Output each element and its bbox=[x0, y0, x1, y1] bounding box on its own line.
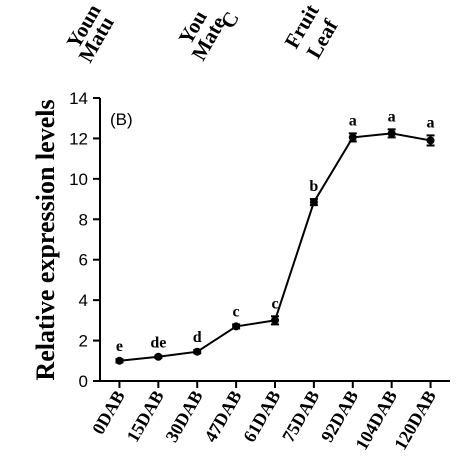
y-axis-label: Relative expression levels bbox=[31, 99, 60, 380]
y-tick-label: 14 bbox=[69, 89, 88, 108]
marker bbox=[271, 316, 279, 325]
significance-letter: e bbox=[116, 338, 123, 355]
y-tick-label: 0 bbox=[79, 372, 88, 391]
y-tick-label: 8 bbox=[79, 210, 88, 229]
y-tick-label: 6 bbox=[79, 251, 88, 270]
significance-letter: d bbox=[193, 329, 202, 346]
significance-letter: a bbox=[427, 114, 435, 131]
marker bbox=[115, 356, 124, 365]
x-tick-label: 0DAB bbox=[88, 387, 129, 438]
x-tick-label: 15DAB bbox=[122, 387, 167, 446]
marker bbox=[232, 322, 241, 331]
y-tick-label: 4 bbox=[79, 291, 88, 310]
marker bbox=[387, 129, 396, 138]
significance-letter: a bbox=[349, 112, 357, 129]
y-tick-label: 10 bbox=[69, 170, 88, 189]
line bbox=[119, 132, 431, 362]
marker bbox=[193, 347, 202, 356]
marker bbox=[154, 352, 163, 361]
y-tick-label: 12 bbox=[69, 129, 88, 148]
marker bbox=[426, 136, 435, 145]
significance-letter: b bbox=[309, 178, 318, 195]
significance-letter: a bbox=[388, 108, 396, 125]
x-tick-label: 30DAB bbox=[161, 387, 206, 446]
significance-letter: c bbox=[233, 303, 240, 320]
significance-letter: c bbox=[271, 295, 278, 312]
x-tick-label: 75DAB bbox=[278, 387, 323, 446]
x-tick-label: 61DAB bbox=[239, 387, 284, 446]
x-tick-label: 47DAB bbox=[200, 387, 245, 446]
significance-letter: de bbox=[150, 335, 166, 352]
marker bbox=[348, 133, 357, 142]
panel-label: (B) bbox=[110, 110, 133, 129]
marker bbox=[309, 198, 318, 207]
y-tick-label: 2 bbox=[79, 332, 88, 351]
